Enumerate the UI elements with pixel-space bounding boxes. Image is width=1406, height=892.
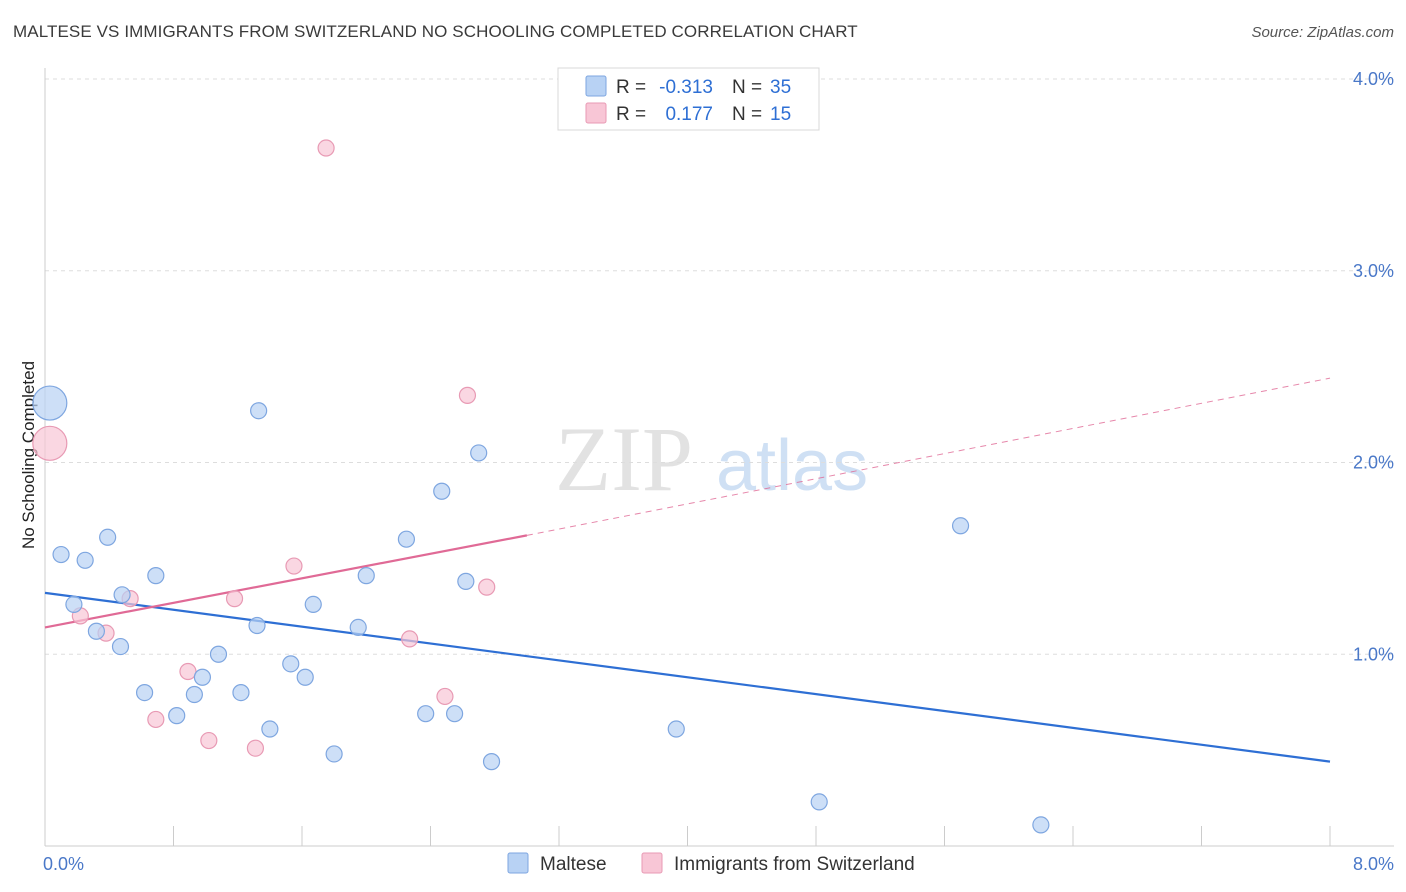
- point-maltese: [482, 753, 501, 771]
- point-maltese: [32, 385, 68, 421]
- series-legend-swatch-maltese: [507, 852, 529, 874]
- point-maltese: [65, 595, 83, 613]
- y-tick-labels: 1.0% 2.0% 3.0% 4.0%: [1353, 69, 1394, 664]
- point-maltese: [111, 637, 130, 656]
- legend-r-label-2: R =: [616, 104, 646, 125]
- legend-n-value-1: 35: [770, 77, 791, 98]
- point-maltese: [147, 567, 165, 585]
- point-swiss: [179, 662, 197, 681]
- legend-n-label-1: N =: [732, 77, 762, 98]
- point-maltese: [296, 668, 314, 686]
- y-tick-label: 2.0%: [1353, 453, 1394, 473]
- point-maltese: [113, 586, 131, 604]
- trend-line-maltese: [44, 591, 1331, 763]
- gridlines: [45, 78, 1394, 655]
- series-legend-swatch-swiss: [641, 852, 663, 874]
- point-maltese: [282, 655, 300, 673]
- series-legend-swiss: Immigrants from Switzerland: [674, 854, 915, 875]
- trend-line-swiss-projection: [526, 377, 1331, 536]
- point-maltese: [397, 530, 416, 548]
- point-maltese: [250, 402, 268, 420]
- trend-line-swiss: [44, 534, 528, 629]
- point-swiss: [147, 710, 165, 729]
- legend-r-label-1: R =: [616, 77, 646, 98]
- point-maltese: [470, 444, 488, 462]
- point-maltese: [417, 705, 435, 723]
- legend-swatch-blue: [585, 75, 607, 97]
- watermark-zip: ZIP: [555, 408, 693, 510]
- point-maltese: [193, 668, 212, 686]
- y-tick-label: 3.0%: [1353, 261, 1394, 281]
- point-maltese: [349, 618, 367, 637]
- point-swiss: [32, 425, 68, 461]
- y-axis-label: No Schooling Completed: [19, 361, 38, 549]
- point-maltese: [87, 622, 106, 640]
- point-swiss: [317, 139, 335, 157]
- y-tick-label: 4.0%: [1353, 69, 1394, 89]
- point-maltese: [810, 793, 828, 811]
- point-maltese: [76, 551, 94, 569]
- x-tick-max: 8.0%: [1353, 854, 1394, 874]
- point-maltese: [232, 683, 250, 702]
- point-maltese: [209, 645, 228, 663]
- point-maltese: [457, 572, 475, 590]
- legend-n-label-2: N =: [732, 104, 762, 125]
- point-swiss: [401, 630, 419, 648]
- series-legend: Maltese Immigrants from Switzerland: [507, 852, 915, 875]
- point-swiss: [478, 578, 496, 596]
- legend-r-value-1: -0.313: [659, 77, 713, 98]
- point-swiss: [246, 739, 265, 757]
- legend-n-value-2: 15: [770, 104, 791, 125]
- point-maltese: [99, 528, 117, 546]
- point-maltese: [357, 567, 375, 585]
- point-maltese: [135, 683, 154, 702]
- chart-title: MALTESE VS IMMIGRANTS FROM SWITZERLAND N…: [13, 22, 858, 41]
- point-maltese: [325, 745, 343, 763]
- point-maltese: [248, 616, 266, 635]
- point-maltese: [52, 545, 70, 564]
- point-swiss: [200, 731, 218, 750]
- watermark-atlas: atlas: [716, 426, 868, 506]
- point-maltese: [951, 517, 970, 535]
- point-maltese: [168, 707, 186, 725]
- point-swiss: [225, 590, 244, 608]
- point-maltese: [433, 482, 451, 500]
- point-maltese: [261, 720, 279, 738]
- point-swiss: [458, 386, 477, 404]
- point-maltese: [304, 595, 322, 613]
- point-maltese: [1032, 816, 1050, 834]
- legend-r-value-2: 0.177: [665, 104, 713, 125]
- data-points: [32, 139, 1050, 834]
- point-maltese: [185, 685, 203, 704]
- stats-legend: R = -0.313 N = 35 R = 0.177 N = 15: [557, 67, 820, 131]
- point-swiss: [436, 687, 454, 706]
- legend-swatch-pink: [585, 102, 607, 124]
- axes: [44, 68, 1394, 847]
- series-legend-maltese: Maltese: [540, 854, 607, 875]
- y-tick-label: 1.0%: [1353, 644, 1394, 664]
- x-tick-min: 0.0%: [43, 854, 84, 874]
- point-maltese: [445, 705, 464, 723]
- source-label: Source: ZipAtlas.com: [1251, 24, 1394, 41]
- point-swiss: [285, 557, 303, 575]
- point-maltese: [667, 720, 685, 738]
